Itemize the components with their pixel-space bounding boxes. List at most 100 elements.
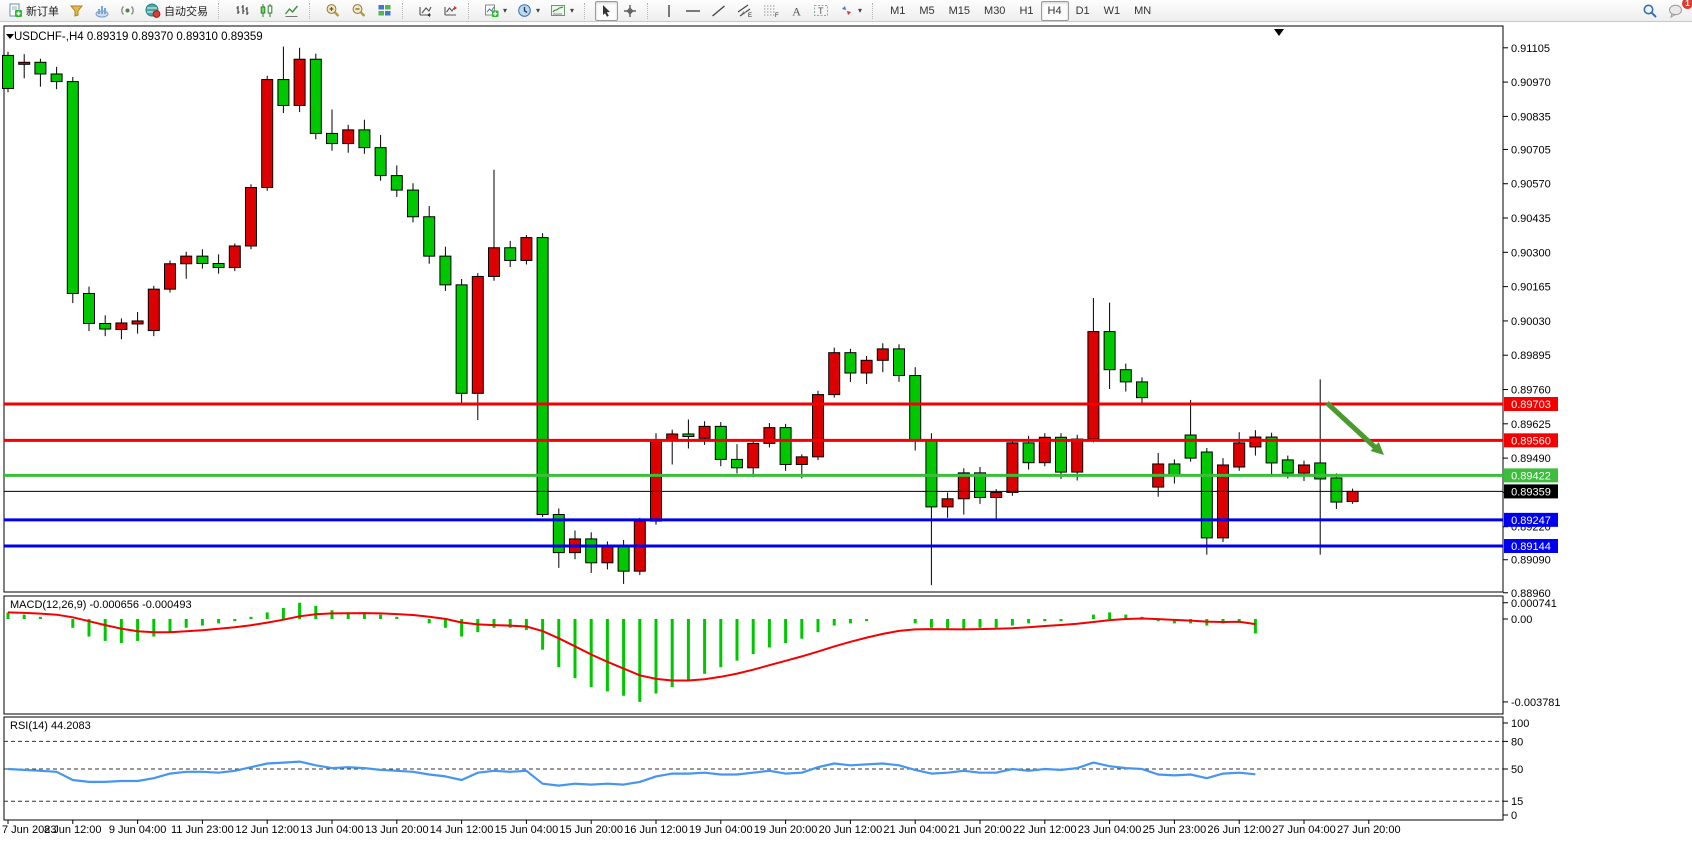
line-chart-icon: [284, 5, 299, 17]
text-label-button[interactable]: T: [808, 1, 834, 21]
market-watch-icon: [95, 6, 109, 18]
candle-body: [552, 514, 565, 554]
candle-body: [342, 129, 355, 145]
tile-windows-button[interactable]: [372, 1, 397, 21]
timeframe-button-m1[interactable]: M1: [890, 4, 906, 17]
trend-line-button[interactable]: [706, 1, 731, 21]
candle-body: [358, 129, 371, 149]
time-axis-label: 9 Jun 04:00: [109, 824, 167, 836]
indicators-button[interactable]: ▾: [479, 1, 512, 21]
level-price-tag: [1504, 484, 1558, 499]
candle-body: [488, 247, 500, 277]
price-axis-label: 0.90435: [1511, 213, 1551, 225]
candle-body: [617, 544, 630, 572]
candle-body: [1249, 436, 1262, 448]
candle-body: [876, 348, 889, 361]
chart-shift-button[interactable]: [438, 1, 463, 21]
time-axis-label: 21 Jun 20:00: [948, 824, 1012, 836]
autotrade-button[interactable]: 自动交易: [140, 1, 213, 21]
template-icon: [551, 5, 566, 16]
level-price-tag: [1504, 433, 1558, 448]
new-order-button[interactable]: 新订单: [3, 1, 64, 21]
text-label-icon: T: [814, 5, 829, 16]
zoom-out-button[interactable]: [346, 1, 372, 21]
timeframe-button-h4[interactable]: H4: [1040, 0, 1069, 21]
chart-canvas[interactable]: 0.91105 0.90970 0.90835 0.90705 0.90570 0.904…: [0, 22, 1692, 844]
timeframe-button-m30[interactable]: M30: [984, 4, 1006, 17]
chat-button[interactable]: 1: [1663, 0, 1692, 21]
rsi-axis-label: 100: [1511, 718, 1529, 730]
candle-body: [131, 320, 144, 325]
line-chart-button[interactable]: [279, 1, 304, 21]
template-button[interactable]: ▾: [545, 1, 579, 21]
candle-body: [2, 54, 14, 89]
cursor-button[interactable]: [595, 0, 619, 21]
zoom-in-button[interactable]: [320, 1, 346, 21]
timeframe-button-mn[interactable]: MN: [1134, 4, 1152, 17]
candle-body: [99, 322, 112, 330]
time-axis-label: 7 Jun 2023: [2, 824, 56, 836]
search-button[interactable]: [1637, 1, 1663, 21]
price-axis-label: 0.89895: [1511, 350, 1551, 362]
fibonacci-button[interactable]: F: [758, 1, 785, 21]
tile-windows-icon: [378, 5, 391, 16]
auto-scroll-button[interactable]: [413, 1, 438, 21]
candle-body: [1022, 442, 1035, 464]
dropdown-caret: ▾: [858, 6, 863, 15]
time-axis-label: 27 Jun 04:00: [1272, 824, 1336, 836]
timeframe-button-h1[interactable]: H1: [1019, 4, 1034, 17]
zoom-out-icon: [352, 4, 366, 17]
candle-body: [1006, 442, 1019, 493]
signal-button[interactable]: [115, 1, 140, 21]
arrows-button[interactable]: ▾: [834, 1, 867, 21]
candle-body: [1184, 434, 1197, 459]
candle-body: [1330, 477, 1343, 503]
timeframe-button-w1[interactable]: W1: [1103, 4, 1121, 17]
timeframe-button-m15[interactable]: M15: [948, 4, 971, 17]
candle-body: [957, 472, 970, 500]
channel-button[interactable]: E: [731, 1, 758, 21]
time-axis-label: 16 Jun 12:00: [624, 824, 688, 836]
zoom-in-icon: [326, 4, 340, 17]
chart-title: USDCHF-,H4 0.89319 0.89370 0.89310 0.893…: [14, 31, 263, 43]
crosshair-button[interactable]: [618, 1, 642, 21]
level-price-tag-label: 0.89247: [1511, 515, 1551, 527]
candle-body: [909, 375, 922, 441]
candle-body: [585, 538, 598, 564]
time-axis-label: 12 Jun 12:00: [235, 824, 299, 836]
level-price-tag-label: 0.89703: [1511, 399, 1551, 411]
market-watch-button[interactable]: [89, 1, 115, 21]
horizontal-line-button[interactable]: [680, 1, 706, 21]
macd-signal-line: [7, 611, 1256, 682]
funnel-button[interactable]: [64, 1, 89, 21]
timeframe-button-m5[interactable]: M5: [919, 4, 935, 17]
level-price-tag: [1504, 397, 1558, 411]
vertical-line-icon: [668, 4, 670, 17]
level-price-tag: [1504, 512, 1558, 527]
time-axis-label: 21 Jun 04:00: [883, 824, 947, 836]
timeframe-button-d1[interactable]: D1: [1075, 4, 1090, 17]
price-axis-label: 0.89490: [1511, 453, 1551, 465]
time-axis-label: 22 Jun 12:00: [1013, 824, 1077, 836]
new-order-icon: [9, 3, 22, 17]
candle-body: [1298, 464, 1310, 474]
vertical-line-button[interactable]: [658, 1, 680, 21]
rsi-axis-label: 0: [1511, 810, 1517, 822]
candle-body: [115, 322, 128, 331]
candle-body: [828, 352, 841, 396]
symbol-dropdown-icon[interactable]: [6, 34, 14, 39]
time-axis-label: 27 Jun 20:00: [1337, 824, 1401, 836]
candle-body: [731, 458, 743, 469]
toolbar-separator: [468, 2, 474, 19]
candle-chart-button[interactable]: [254, 1, 279, 21]
candle-body: [1071, 438, 1084, 473]
crosshair-icon: [624, 4, 637, 17]
rsi-label: RSI(14) 44.2083: [10, 720, 91, 732]
annotation-arrow[interactable]: [1325, 401, 1380, 452]
periods-button[interactable]: ▾: [512, 1, 545, 21]
bar-chart-button[interactable]: [229, 1, 254, 21]
channel-icon: E: [737, 4, 752, 18]
candle-body: [1265, 436, 1278, 464]
svg-text:T: T: [818, 6, 824, 16]
text-button[interactable]: A: [785, 1, 808, 21]
